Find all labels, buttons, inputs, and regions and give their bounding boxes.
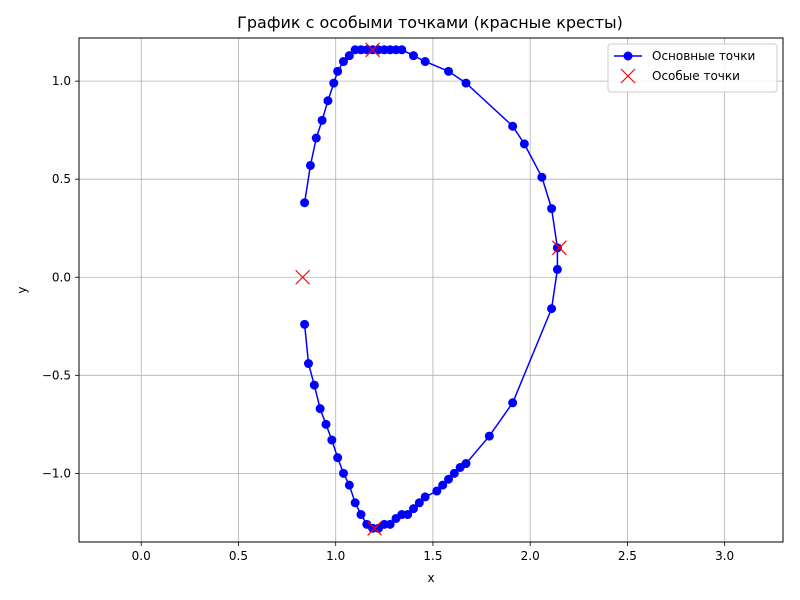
main-point <box>385 519 395 529</box>
x-tick-label: 3.0 <box>715 549 734 563</box>
main-point <box>420 492 430 502</box>
special-point <box>365 42 381 58</box>
main-point <box>444 474 454 484</box>
main-point <box>344 51 354 61</box>
main-point <box>303 359 313 369</box>
x-tick-label: 2.5 <box>618 549 637 563</box>
main-point <box>350 45 360 55</box>
legend-label-special: Особые точки <box>652 69 740 83</box>
main-point <box>311 133 321 143</box>
main-point <box>547 204 557 214</box>
y-tick-label: 1.0 <box>52 74 71 88</box>
y-tick-label: 0.5 <box>52 172 71 186</box>
x-tick-label: 0.0 <box>132 549 151 563</box>
y-tick-label: −0.5 <box>42 368 71 382</box>
main-point <box>552 243 562 253</box>
main-point <box>508 398 518 408</box>
main-point <box>438 480 448 490</box>
main-point <box>333 453 343 463</box>
main-point <box>305 160 315 170</box>
plot-data <box>295 42 567 536</box>
main-point <box>537 172 547 182</box>
grid <box>79 38 783 542</box>
main-point <box>508 121 518 131</box>
legend-label-main: Основные точки <box>652 49 755 63</box>
plot-frame <box>78 37 784 543</box>
main-point <box>344 480 354 490</box>
legend: Основные точки Особые точки <box>607 43 778 93</box>
main-point <box>484 431 494 441</box>
main-point <box>449 468 459 478</box>
legend-box <box>607 43 778 93</box>
x-tick-label: 2.0 <box>521 549 540 563</box>
main-point <box>444 66 454 76</box>
main-point <box>300 198 310 208</box>
main-point <box>309 380 319 390</box>
main-point <box>321 419 331 429</box>
main-point <box>547 304 557 314</box>
legend-marker-sample <box>623 51 633 61</box>
y-tick-label: −1.0 <box>42 466 71 480</box>
main-point <box>333 66 343 76</box>
main-point <box>408 504 418 514</box>
special-point <box>551 240 567 256</box>
x-tick-label: 1.5 <box>423 549 442 563</box>
main-point <box>356 510 366 520</box>
axis-ticks: 0.0 0.5 1.0 1.5 2.0 2.5 3.0 −1.0 −0.5 0.0 0.5 1.0 <box>42 74 734 563</box>
main-point <box>461 459 471 469</box>
main-point <box>552 264 562 274</box>
main-point <box>327 435 337 445</box>
main-point <box>323 96 333 106</box>
main-point <box>338 57 348 67</box>
main-point <box>317 115 327 125</box>
special-point <box>367 520 383 536</box>
main-point <box>420 57 430 67</box>
main-point <box>315 404 325 414</box>
main-point <box>350 498 360 508</box>
chart-title: График с особыми точками (красные кресты… <box>237 13 623 32</box>
legend-cross-sample <box>620 68 636 84</box>
main-point <box>300 319 310 329</box>
main-point <box>329 78 339 88</box>
y-tick-label: 0.0 <box>52 270 71 284</box>
y-axis-title: y <box>15 286 29 293</box>
special-point <box>295 269 311 285</box>
main-point <box>432 486 442 496</box>
main-point <box>461 78 471 88</box>
x-axis-title: x <box>427 571 434 585</box>
x-tick-label: 0.5 <box>229 549 248 563</box>
main-point <box>414 498 424 508</box>
main-point <box>338 468 348 478</box>
main-point <box>403 510 413 520</box>
x-tick-label: 1.0 <box>326 549 345 563</box>
main-point <box>519 139 529 149</box>
main-point <box>408 51 418 61</box>
